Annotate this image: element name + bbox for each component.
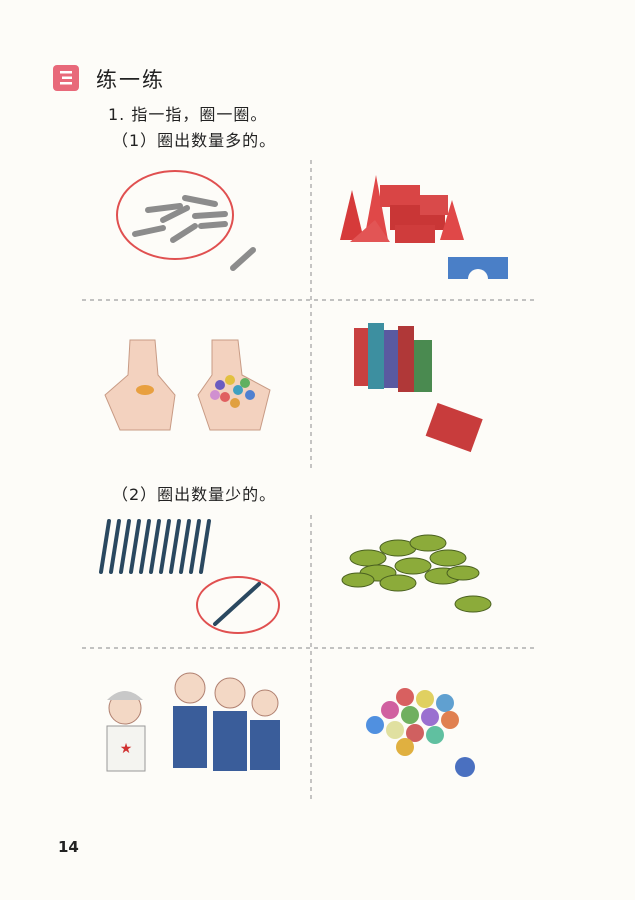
- sticks: [132, 195, 256, 271]
- candies: [136, 375, 255, 408]
- exercise-instruction: 1. 指一指，圈一圈。: [108, 105, 268, 124]
- section-title: 练一练: [96, 68, 165, 92]
- blue-arch-block: [448, 257, 508, 279]
- children-group: [173, 672, 280, 771]
- sticks-illustration: [116, 170, 256, 271]
- child-with-cap: ★: [106, 691, 146, 772]
- hands-with-candies-illustration: [104, 339, 271, 431]
- books-illustration: [354, 323, 483, 453]
- answer-circle: [116, 170, 234, 260]
- part1-instruction: （1）圈出数量多的。: [112, 131, 277, 150]
- children-illustration: ★: [106, 672, 280, 772]
- exercise-icon: [53, 65, 79, 91]
- single-pencil-illustration: [196, 576, 280, 634]
- svg-text:★: ★: [120, 741, 133, 757]
- pencils-illustration: [99, 519, 211, 574]
- marbles-illustration: [366, 688, 475, 777]
- gear-pieces-illustration: [341, 534, 492, 613]
- part2-instruction: （2）圈出数量少的。: [112, 485, 277, 504]
- blocks-illustration: [340, 175, 508, 279]
- answer-circle: [196, 576, 280, 634]
- page-number: 14: [58, 838, 79, 856]
